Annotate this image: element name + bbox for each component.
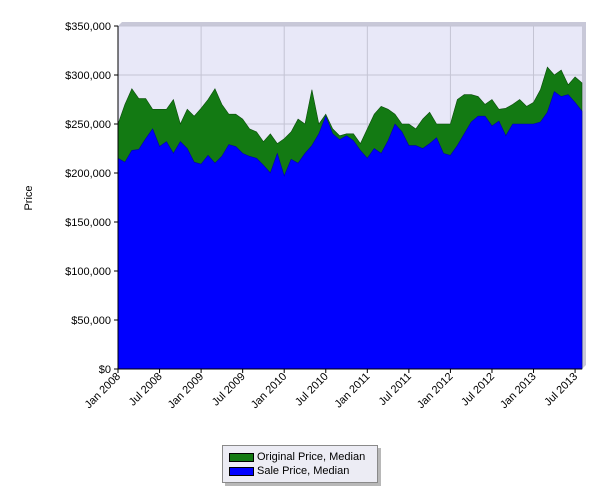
y-tick-label: $250,000 (65, 119, 111, 131)
x-tick-label: Jul 2010 (293, 371, 331, 409)
x-tick-label: Jul 2008 (127, 371, 165, 409)
x-tick-label: Jan 2010 (249, 371, 289, 411)
series-area-sale-price (117, 91, 583, 370)
x-tick-label: Jan 2009 (166, 371, 206, 411)
x-tick-label: Jul 2009 (210, 371, 248, 409)
legend-item-original-price: Original Price, Median (229, 450, 377, 464)
legend-item-sale-price: Sale Price, Median (229, 464, 377, 478)
chart-legend: Original Price, Median Sale Price, Media… (222, 445, 378, 483)
y-tick-label: $350,000 (65, 21, 111, 33)
x-tick-label: Jan 2013 (498, 371, 538, 411)
x-tick-label: Jan 2012 (415, 371, 455, 411)
legend-swatch-sale-price (229, 466, 254, 476)
x-tick-label: Jul 2011 (377, 371, 414, 408)
x-tick-label: Jul 2013 (542, 371, 580, 409)
y-axis-label: Price (23, 185, 35, 210)
y-tick-label: $0 (99, 364, 111, 376)
legend-swatch-original-price (229, 452, 254, 462)
y-tick-label: $100,000 (65, 266, 111, 278)
area-chart: $0 $50,000 $100,000 $150,000 $200,000 $250,00… (23, 21, 586, 411)
x-tick-label: Jul 2012 (459, 371, 497, 409)
x-tick-label: Jan 2011 (333, 371, 373, 411)
legend-label-original-price: Original Price, Median (257, 451, 366, 463)
y-tick-label: $150,000 (65, 217, 111, 229)
y-tick-label: $50,000 (71, 315, 111, 327)
x-tick-label: Jan 2008 (83, 371, 123, 411)
legend-label-sale-price: Sale Price, Median (257, 465, 350, 477)
y-tick-label: $300,000 (65, 70, 111, 82)
y-tick-label: $200,000 (65, 168, 111, 180)
